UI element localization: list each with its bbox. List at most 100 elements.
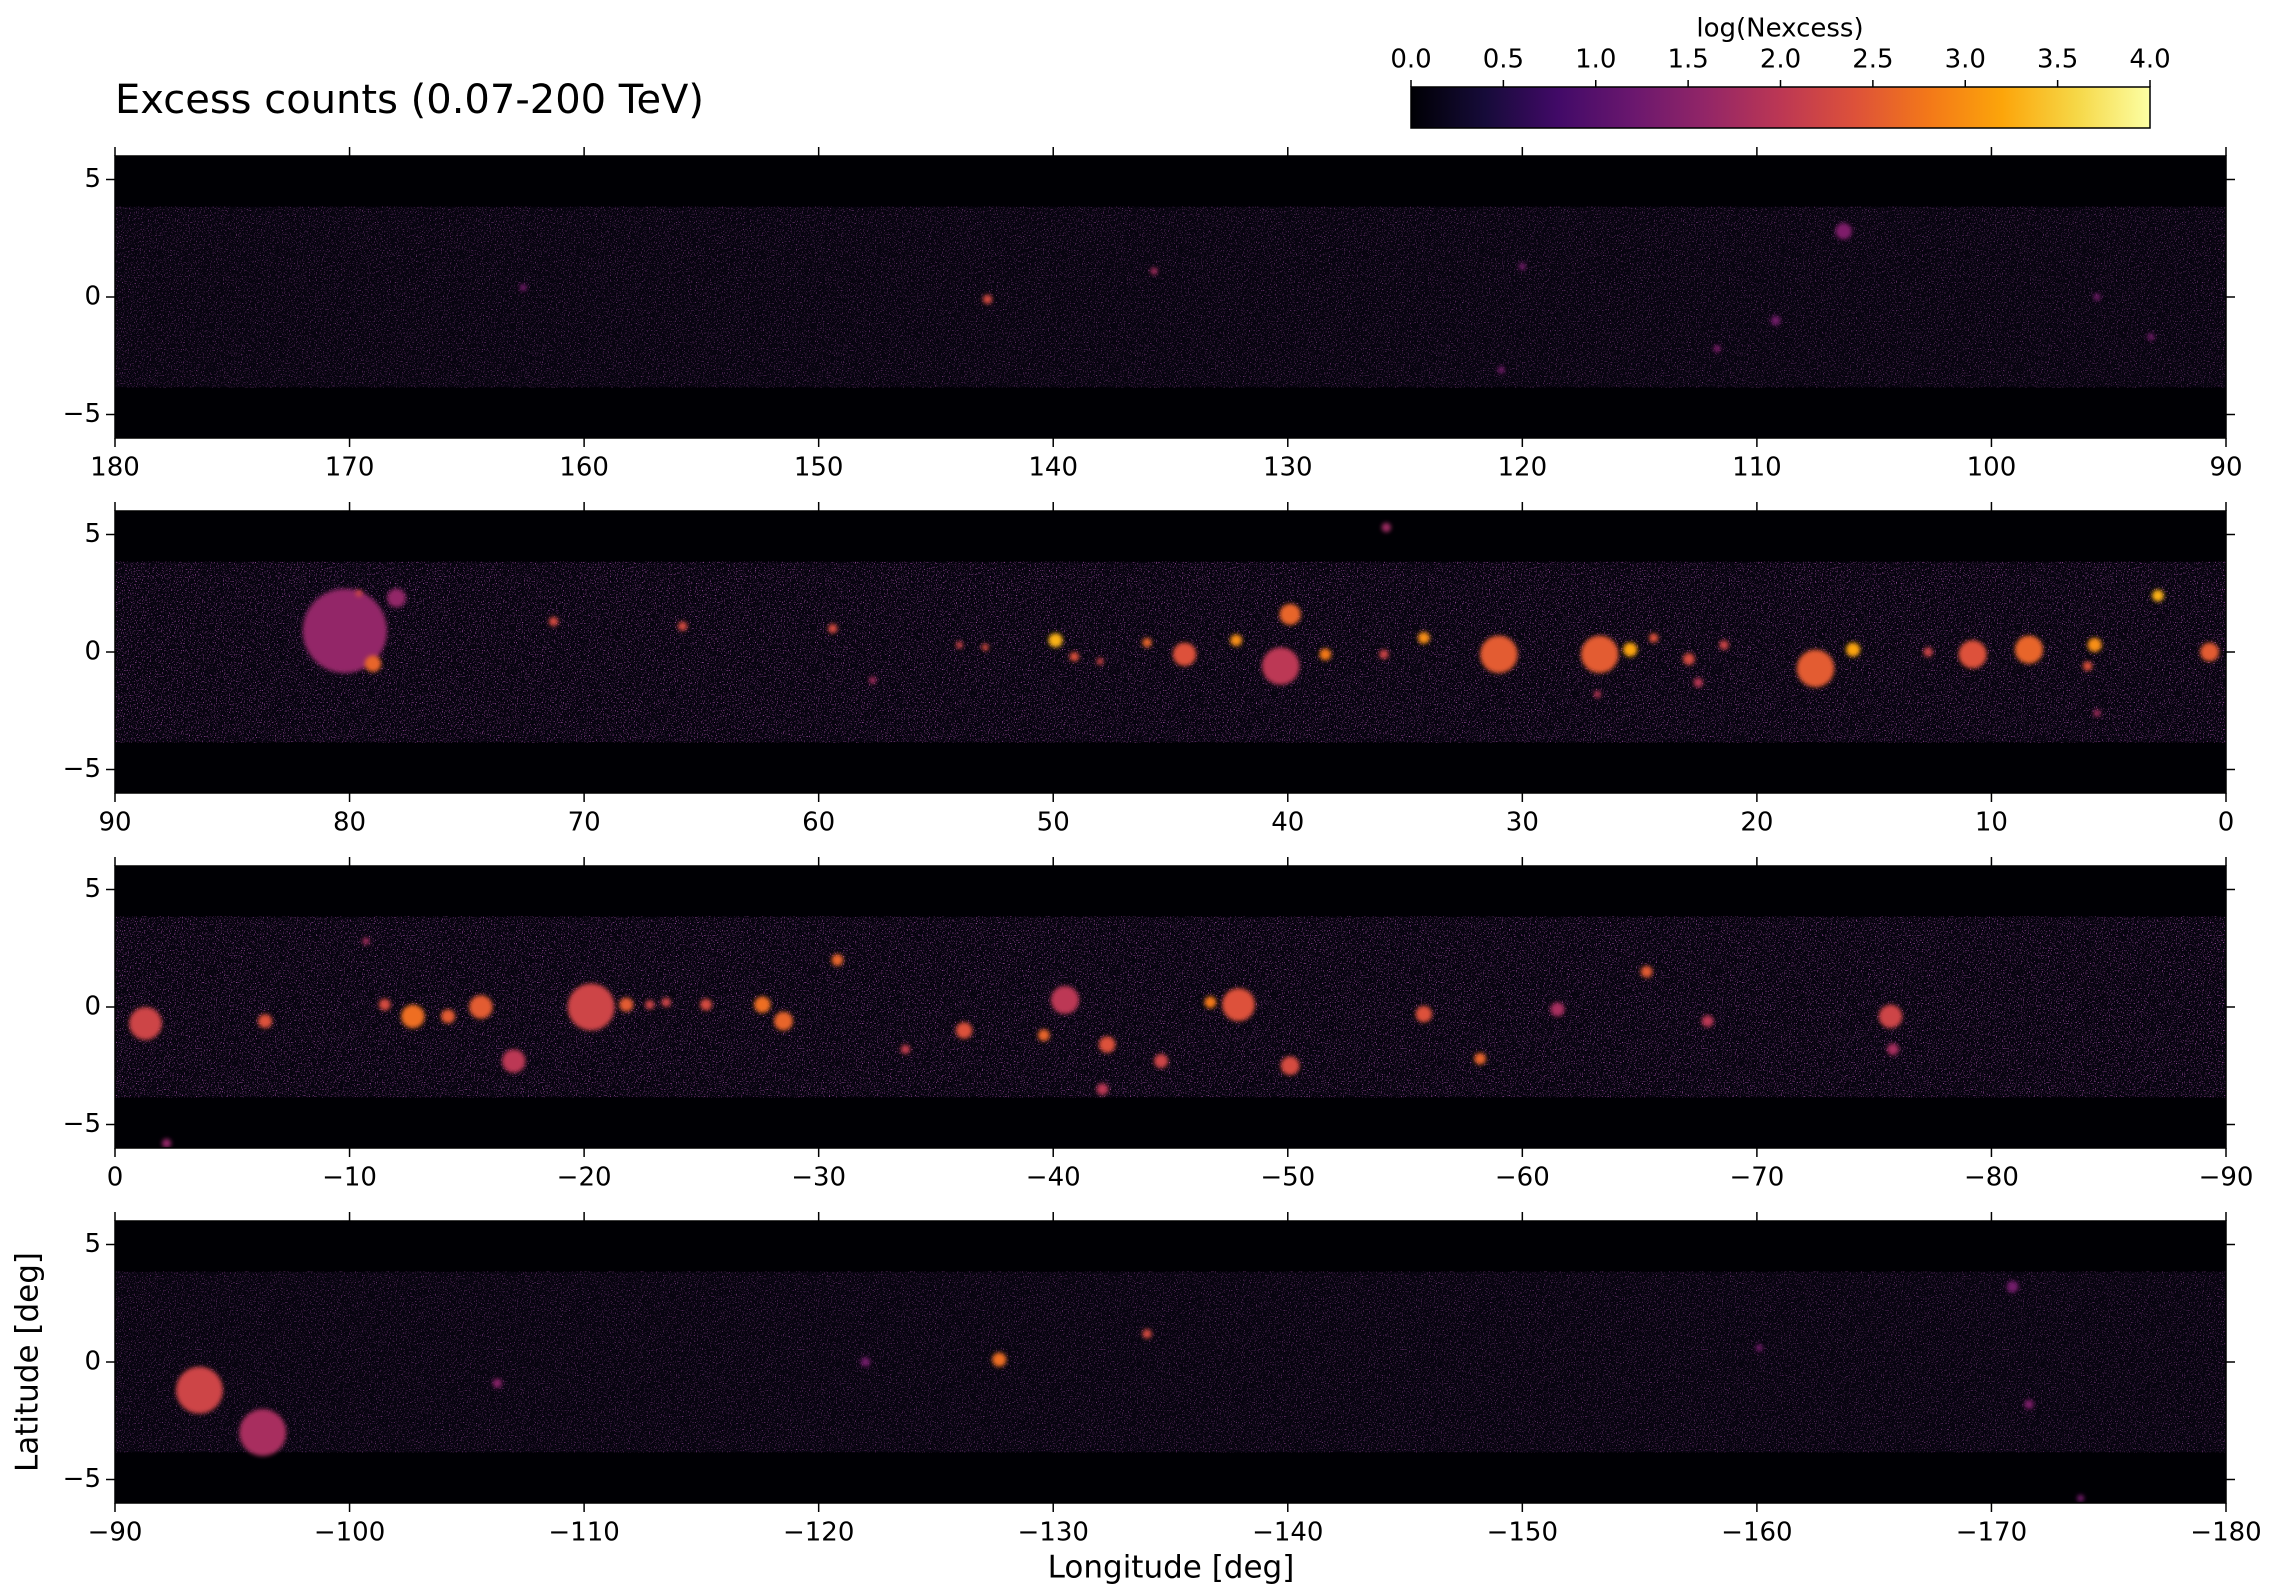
x-tick-label: 30 xyxy=(1506,808,1539,838)
colorbar-tick-label: 1.0 xyxy=(1575,45,1616,75)
source xyxy=(992,1352,1007,1367)
source xyxy=(1050,985,1080,1015)
colorbar-tick-label: 0.5 xyxy=(1483,45,1524,75)
source xyxy=(982,294,993,305)
x-tick-label: −140 xyxy=(1252,1518,1323,1548)
source xyxy=(1474,1052,1486,1065)
source xyxy=(1261,647,1300,685)
x-tick-label: 90 xyxy=(2209,453,2242,483)
source xyxy=(1222,988,1255,1022)
colorbar-tick-label: 1.5 xyxy=(1667,45,1708,75)
x-tick-label: 120 xyxy=(1498,453,1548,483)
colorbar-tick-label: 3.0 xyxy=(1945,45,1986,75)
source xyxy=(1796,649,1835,688)
source xyxy=(1096,657,1104,665)
panel: −90 −100 −110 −120 −130 −140 −150 −160 −170 −180 5… xyxy=(63,1212,2262,1548)
x-tick-label: −130 xyxy=(1018,1518,1089,1548)
source xyxy=(1755,1344,1763,1352)
source xyxy=(2024,1399,2034,1409)
source xyxy=(1693,677,1703,688)
source xyxy=(2093,709,2101,717)
x-tick-label: −50 xyxy=(1260,1163,1315,1193)
source xyxy=(1835,222,1852,240)
x-tick-label: 10 xyxy=(1975,808,2008,838)
source xyxy=(502,1049,526,1073)
y-tick-label: −5 xyxy=(63,399,101,429)
survey-noise xyxy=(115,206,2226,388)
source xyxy=(1497,366,1505,374)
source xyxy=(519,284,527,292)
x-tick-label: 0 xyxy=(2218,808,2235,838)
source xyxy=(1518,262,1526,270)
y-tick-label: 0 xyxy=(84,1347,101,1377)
source xyxy=(981,643,989,651)
source xyxy=(1887,1043,1899,1056)
y-tick-label: 0 xyxy=(84,637,101,667)
source xyxy=(567,983,615,1031)
source xyxy=(700,998,712,1011)
source xyxy=(129,1007,162,1040)
y-tick-label: 5 xyxy=(84,519,101,549)
source xyxy=(1958,640,1987,669)
source xyxy=(161,1138,172,1148)
source xyxy=(1623,642,1638,657)
colorbar-tick-label: 2.5 xyxy=(1852,45,1893,75)
x-tick-label: 130 xyxy=(1263,453,1313,483)
source xyxy=(2152,589,2164,602)
x-tick-label: 140 xyxy=(1028,453,1078,483)
survey-noise xyxy=(115,1271,2226,1453)
source xyxy=(1923,647,1933,657)
source xyxy=(1580,635,1619,674)
x-tick-label: 160 xyxy=(559,453,609,483)
y-tick-label: 0 xyxy=(84,282,101,312)
source xyxy=(1550,1002,1565,1017)
source xyxy=(2006,1280,2019,1293)
source xyxy=(1048,633,1063,648)
x-tick-label: −70 xyxy=(1729,1163,1784,1193)
source xyxy=(1280,1056,1300,1076)
source xyxy=(754,996,771,1013)
source xyxy=(2082,661,2093,671)
x-tick-label: 110 xyxy=(1732,453,1782,483)
source xyxy=(1098,1036,1116,1053)
source xyxy=(1770,315,1781,326)
source xyxy=(645,999,655,1010)
x-tick-label: −150 xyxy=(1487,1518,1558,1548)
source xyxy=(661,997,671,1007)
source xyxy=(2200,642,2219,662)
x-tick-label: −80 xyxy=(1964,1163,2019,1193)
x-tick-label: −170 xyxy=(1956,1518,2027,1548)
source xyxy=(1381,522,1391,533)
source xyxy=(677,621,688,631)
source xyxy=(175,1366,223,1414)
y-tick-label: 0 xyxy=(84,992,101,1022)
source xyxy=(1593,690,1601,698)
x-tick-label: −90 xyxy=(88,1518,143,1548)
source xyxy=(1230,634,1243,647)
source xyxy=(1142,1329,1152,1339)
source xyxy=(1154,1054,1169,1069)
source xyxy=(955,641,963,649)
source xyxy=(1150,267,1158,275)
sources xyxy=(129,937,1903,1148)
source xyxy=(869,676,877,684)
chart-title: Excess counts (0.07-200 TeV) xyxy=(115,77,704,123)
x-tick-label: −100 xyxy=(314,1518,385,1548)
source xyxy=(1319,648,1332,661)
x-tick-label: −20 xyxy=(557,1163,612,1193)
x-tick-label: 100 xyxy=(1967,453,2017,483)
sources xyxy=(175,1280,2085,1502)
source xyxy=(1037,1029,1050,1042)
y-tick-label: 5 xyxy=(84,1229,101,1259)
x-tick-label: −60 xyxy=(1495,1163,1550,1193)
source xyxy=(1379,649,1389,660)
source xyxy=(355,589,363,597)
source xyxy=(831,954,844,966)
source xyxy=(239,1409,287,1456)
x-tick-label: −110 xyxy=(548,1518,619,1548)
x-axis-label: Longitude [deg] xyxy=(1048,1550,1295,1586)
source xyxy=(1878,1004,1903,1029)
y-tick-label: 5 xyxy=(84,874,101,904)
source xyxy=(387,588,406,608)
